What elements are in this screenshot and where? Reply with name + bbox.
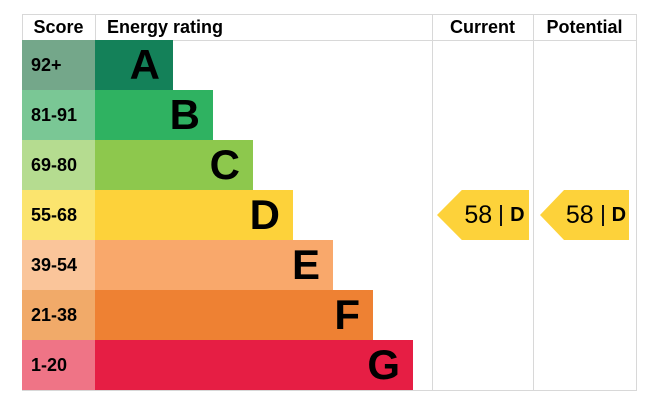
score-range: 55-68	[22, 190, 95, 240]
band-row-g: 1-20 G	[22, 340, 636, 390]
band-row-a: 92+ A	[22, 40, 636, 90]
rating-letter: D	[249, 191, 280, 238]
current-column-divider	[432, 14, 433, 390]
rating-letter: F	[334, 291, 360, 338]
header-current: Current	[449, 16, 515, 37]
score-range: 92+	[22, 40, 95, 90]
rating-letter: A	[129, 41, 160, 88]
score-range: 1-20	[22, 340, 95, 390]
rating-bar-a: A	[95, 40, 173, 90]
current-rating-letter: D	[510, 203, 525, 226]
band-row-b: 81-91 B	[22, 90, 636, 140]
header-score: Score	[33, 16, 84, 37]
potential-rating-letter: D	[611, 203, 627, 226]
header-potential: Potential	[546, 16, 623, 37]
rating-bar-d: D	[95, 190, 293, 240]
table-right-border	[636, 14, 637, 390]
separator-bar	[601, 204, 604, 226]
band-row-f: 21-38 F	[22, 290, 636, 340]
rating-bar-f: F	[95, 290, 373, 340]
potential-column-divider	[533, 14, 534, 390]
score-range: 39-54	[22, 240, 95, 290]
rating-letter: B	[169, 91, 200, 138]
header-energy-rating: Energy rating	[107, 16, 224, 37]
rating-bar-b: B	[95, 90, 213, 140]
score-range: 69-80	[22, 140, 95, 190]
rating-bar-c: C	[95, 140, 253, 190]
score-column-divider	[95, 14, 96, 40]
separator-bar	[500, 204, 503, 226]
table-bottom-border	[22, 390, 637, 391]
current-score-value: 58	[464, 200, 493, 229]
rating-letter: G	[367, 341, 400, 388]
table-top-border	[22, 14, 637, 15]
potential-score-value: 58	[565, 200, 594, 229]
score-range: 81-91	[22, 90, 95, 140]
band-row-c: 69-80 C	[22, 140, 636, 190]
rating-bar-e: E	[95, 240, 333, 290]
rating-bar-g: G	[95, 340, 413, 390]
band-row-d: 55-68 D	[22, 190, 636, 240]
header-underline	[22, 40, 637, 41]
rating-letter: E	[291, 241, 320, 288]
score-range: 21-38	[22, 290, 95, 340]
rating-letter: C	[209, 141, 240, 188]
band-row-e: 39-54 E	[22, 240, 636, 290]
